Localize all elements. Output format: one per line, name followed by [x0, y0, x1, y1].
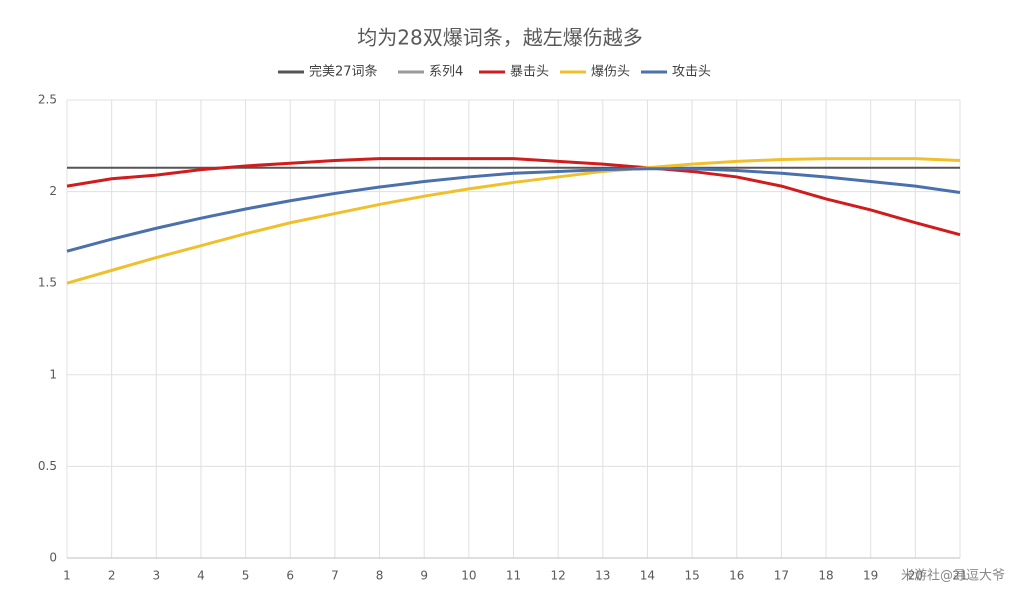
- x-tick-label: 14: [640, 569, 655, 583]
- x-tick-label: 2: [108, 569, 116, 583]
- series-line: [66, 157, 961, 285]
- x-tick-label: 17: [774, 569, 789, 583]
- legend-label: 暴击头: [510, 65, 549, 80]
- x-tick-label: 18: [818, 569, 833, 583]
- x-tick-label: 15: [684, 569, 699, 583]
- y-tick-label: 1.5: [38, 276, 57, 290]
- x-tick-label: 13: [595, 569, 610, 583]
- x-tick-label: 3: [152, 569, 160, 583]
- x-tick-label: 10: [461, 569, 476, 583]
- x-tick-label: 8: [376, 569, 384, 583]
- x-tick-label: 11: [506, 569, 521, 583]
- watermark: 米游社@寻逗大爷: [901, 568, 1005, 584]
- x-tick-label: 1: [63, 569, 71, 583]
- y-tick-label: 2: [49, 184, 57, 198]
- legend-label: 系列4: [429, 65, 463, 80]
- y-tick-label: 0.5: [38, 459, 57, 473]
- x-tick-label: 20: [908, 569, 923, 583]
- y-tick-label: 0: [49, 551, 57, 565]
- legend-label: 爆伤头: [591, 65, 630, 80]
- series-line: [66, 157, 961, 237]
- x-tick-label: 6: [286, 569, 294, 583]
- y-tick-label: 2.5: [38, 93, 57, 107]
- legend-label: 完美27词条: [309, 64, 378, 80]
- series-line: [66, 167, 961, 253]
- x-tick-label: 5: [242, 569, 250, 583]
- x-tick-label: 21: [952, 569, 967, 583]
- x-tick-label: 12: [551, 569, 566, 583]
- x-tick-label: 19: [863, 569, 878, 583]
- y-tick-label: 1: [49, 367, 57, 381]
- x-tick-label: 4: [197, 569, 205, 583]
- x-tick-label: 9: [420, 569, 428, 583]
- chart-title: 均为28双爆词条，越左爆伤越多: [357, 26, 642, 50]
- legend-label: 攻击头: [672, 65, 711, 80]
- x-tick-label: 16: [729, 569, 744, 583]
- x-tick-label: 7: [331, 569, 339, 583]
